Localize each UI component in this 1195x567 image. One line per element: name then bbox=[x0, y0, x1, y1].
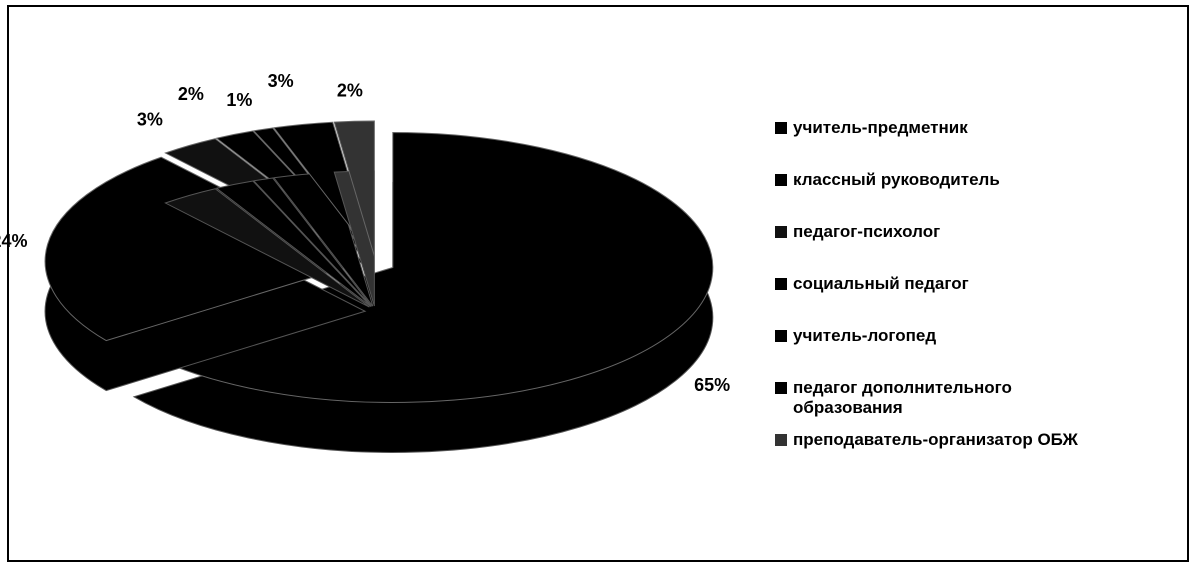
slice-top bbox=[333, 120, 375, 257]
legend-label: педагог-психолог bbox=[793, 222, 941, 241]
data-label: 3% bbox=[268, 71, 294, 91]
slice-top bbox=[273, 121, 374, 257]
slice-side bbox=[252, 177, 373, 307]
legend-item: педагог-психолог bbox=[775, 222, 1105, 274]
legend-swatch bbox=[775, 330, 787, 342]
legend-item: классный руководитель bbox=[775, 170, 1105, 222]
data-label: 2% bbox=[337, 80, 363, 100]
legend-item: преподаватель-организатор ОБЖ bbox=[775, 430, 1105, 482]
legend-item: учитель-логопед bbox=[775, 326, 1105, 378]
slice-top bbox=[44, 156, 367, 342]
slice-side bbox=[164, 188, 370, 308]
legend-label: педагог дополнительного образования bbox=[793, 378, 1012, 417]
legend: учитель-предметник классный руководитель п… bbox=[775, 118, 1105, 482]
legend-label: социальный педагог bbox=[793, 274, 969, 293]
pie-slice bbox=[44, 156, 367, 392]
legend-label: учитель-логопед bbox=[793, 326, 937, 345]
pie-slice bbox=[273, 121, 374, 307]
data-label: 3% bbox=[137, 110, 163, 130]
data-label: 24% bbox=[0, 231, 28, 251]
legend-label: учитель-предметник bbox=[793, 118, 968, 137]
legend-item: педагог дополнительного образования bbox=[775, 378, 1105, 430]
pie-slice bbox=[333, 120, 375, 307]
frame bbox=[7, 5, 1189, 562]
legend-swatch bbox=[775, 382, 787, 394]
legend-swatch bbox=[775, 434, 787, 446]
data-label: 1% bbox=[226, 90, 252, 110]
data-label: 2% bbox=[178, 84, 204, 104]
legend-swatch bbox=[775, 226, 787, 238]
legend-swatch bbox=[775, 278, 787, 290]
slice-side bbox=[215, 180, 372, 307]
legend-swatch bbox=[775, 174, 787, 186]
legend-label: преподаватель-организатор ОБЖ bbox=[793, 430, 1078, 449]
legend-item: учитель-предметник bbox=[775, 118, 1105, 170]
legend-label: классный руководитель bbox=[793, 170, 1000, 189]
data-label: 65% bbox=[694, 375, 730, 395]
legend-swatch bbox=[775, 122, 787, 134]
legend-item: социальный педагог bbox=[775, 274, 1105, 326]
